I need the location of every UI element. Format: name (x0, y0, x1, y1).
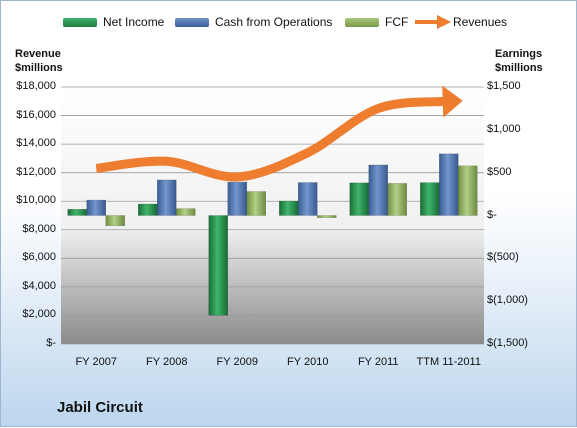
right-tick-label: $- (487, 208, 497, 221)
left-tick-label: $8,000 (22, 222, 56, 235)
x-category-label: FY 2010 (287, 356, 329, 368)
left-tick-label: $6,000 (22, 251, 56, 264)
x-category-label: FY 2009 (216, 356, 258, 368)
right-tick-label: $(1,500) (487, 337, 528, 349)
cash-from-operations-bar (439, 153, 459, 216)
x-category-label: FY 2007 (75, 356, 117, 368)
legend-label: Revenues (453, 15, 508, 29)
legend-label: FCF (385, 15, 409, 29)
right-tick-label: $1,000 (487, 122, 521, 135)
bars (67, 153, 478, 316)
legend-label: Cash from Operations (215, 15, 333, 29)
fcf-swatch (345, 18, 379, 27)
fcf-bar (458, 165, 478, 216)
left-tick-label: $18,000 (16, 80, 56, 92)
revenues-line (95, 96, 450, 182)
right-tick-label: $(500) (487, 251, 519, 264)
plot-background (61, 87, 484, 344)
net-income-bar (208, 215, 228, 316)
fcf-bar (105, 215, 125, 227)
cash-from-operations-bar (86, 199, 106, 216)
net-income-swatch (63, 18, 97, 27)
fcf-bar (246, 191, 266, 216)
fcf-bar (387, 183, 407, 216)
left-axis-title-line2: $millions (15, 62, 63, 74)
right-tick-label: $500 (487, 165, 512, 178)
company-title: Jabil Circuit (57, 399, 143, 416)
left-axis-title-line1: Revenue (15, 48, 61, 60)
net-income-bar (67, 208, 87, 216)
gridlines (61, 86, 484, 345)
x-category-label: FY 2008 (146, 356, 188, 368)
fcf-bar (317, 215, 337, 218)
net-income-bar (138, 203, 158, 216)
net-income-bar (349, 182, 369, 216)
cash-from-operations-swatch (175, 18, 209, 27)
cash-from-operations-bar (298, 182, 318, 216)
x-category-label: FY 2011 (357, 356, 399, 368)
revenues-arrow-icon (415, 15, 451, 29)
right-axis-title-line1: Earnings (495, 48, 543, 60)
left-tick-label: $10,000 (16, 194, 56, 207)
left-tick-label: $12,000 (16, 165, 56, 178)
revenues-arrowhead (442, 85, 463, 118)
right-tick-label: $(1,000) (487, 294, 528, 307)
cash-from-operations-bar (368, 164, 388, 216)
left-tick-label: $14,000 (16, 137, 56, 150)
left-tick-label: $- (46, 337, 56, 349)
right-tick-label: $1,500 (487, 80, 521, 92)
cash-from-operations-bar (157, 179, 177, 216)
left-tick-label: $16,000 (16, 108, 56, 121)
net-income-bar (420, 182, 440, 216)
net-income-bar (279, 200, 299, 216)
fcf-bar (176, 208, 196, 216)
cash-from-operations-bar (227, 181, 247, 216)
left-tick-label: $2,000 (22, 308, 56, 321)
x-category-label: TTM 11-2011 (416, 356, 481, 368)
legend-label: Net Income (103, 15, 165, 29)
right-axis-title: Earnings $millions (495, 47, 543, 75)
left-axis-title: Revenue $millions (15, 47, 63, 75)
left-tick-label: $4,000 (22, 279, 56, 292)
revenue-line (95, 85, 463, 182)
right-axis-title-line2: $millions (495, 62, 543, 74)
